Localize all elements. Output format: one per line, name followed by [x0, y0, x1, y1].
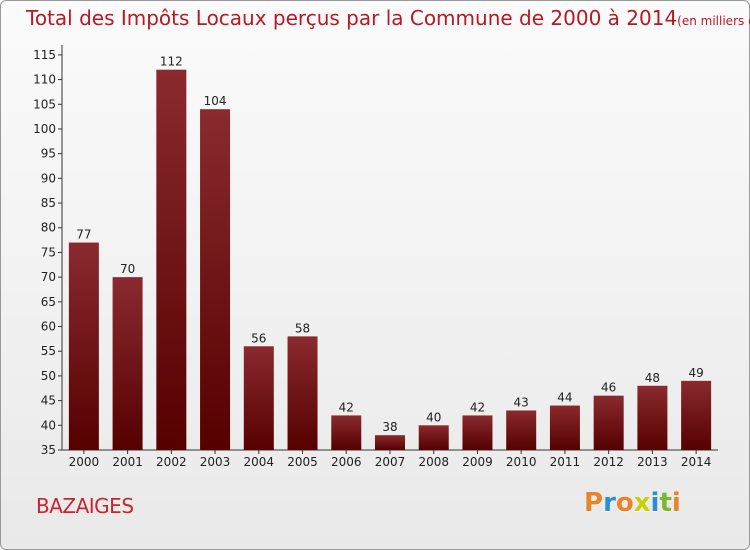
x-tick-label: 2012 — [593, 455, 624, 469]
y-tick-label: 115 — [33, 48, 56, 62]
y-tick-label: 45 — [41, 394, 56, 408]
logo-letter: i — [650, 488, 660, 518]
data-label-2009: 42 — [470, 400, 485, 414]
x-tick-label: 2003 — [200, 455, 231, 469]
y-tick-label: 70 — [41, 270, 56, 284]
data-label-2008: 40 — [426, 410, 441, 424]
data-label-2004: 56 — [251, 331, 266, 345]
bar-2004 — [243, 346, 274, 450]
y-tick-label: 85 — [41, 196, 56, 210]
x-tick-label: 2006 — [331, 455, 362, 469]
bar-2006 — [331, 415, 362, 450]
data-label-2001: 70 — [120, 262, 135, 276]
logo-letter: i — [671, 488, 681, 518]
bar-2008 — [418, 425, 449, 450]
x-axis: 2000 2001 2002 2003 2004 2005 2006 2007 2008 2009… — [62, 449, 718, 469]
data-label-2005: 58 — [295, 321, 310, 335]
commune-name: BAZAIGES — [36, 494, 134, 518]
bar-2007 — [375, 435, 405, 450]
x-tick-label: 2000 — [69, 455, 100, 469]
data-label-2006: 42 — [339, 400, 354, 414]
x-tick-label: 2002 — [156, 455, 187, 469]
y-tick-label: 75 — [41, 245, 56, 259]
bar-2001 — [112, 277, 143, 450]
y-tick-label: 40 — [41, 418, 56, 432]
logo-letter: P — [584, 488, 604, 518]
y-tick-label: 60 — [41, 320, 56, 334]
logo-letter: x — [633, 488, 651, 518]
x-tick-label: 2013 — [637, 455, 668, 469]
data-label-2012: 46 — [601, 381, 616, 395]
bar-2014 — [681, 380, 712, 450]
bar-2012 — [593, 395, 624, 450]
bar-2003 — [200, 109, 231, 451]
data-labels: 77 70 112 104 56 58 42 38 40 42 43 44 46 48 49 — [76, 55, 704, 434]
x-tick-label: 2010 — [506, 455, 537, 469]
chart-unit-note: (en milliers d'€) — [677, 14, 750, 28]
data-label-2007: 38 — [382, 420, 397, 434]
data-label-2000: 77 — [76, 228, 91, 242]
logo-letter: o — [615, 488, 634, 518]
x-tick-label: 2011 — [550, 455, 581, 469]
y-tick-label: 80 — [41, 221, 56, 235]
x-tick-label: 2001 — [112, 455, 143, 469]
x-tick-label: 2008 — [418, 455, 449, 469]
y-tick-label: 50 — [41, 369, 56, 383]
x-tick-label: 2014 — [681, 455, 712, 469]
data-label-2002: 112 — [160, 55, 183, 69]
data-label-2011: 44 — [557, 391, 572, 405]
x-tick-label: 2007 — [375, 455, 406, 469]
data-label-2003: 104 — [204, 94, 227, 108]
data-label-2010: 43 — [514, 395, 529, 409]
data-label-2014: 49 — [688, 366, 703, 380]
bar-2000 — [68, 242, 99, 450]
y-tick-label: 65 — [41, 295, 56, 309]
bar-2002 — [156, 69, 187, 450]
y-tick-label: 110 — [33, 73, 56, 87]
bar-2013 — [637, 385, 668, 450]
chart-title: Total des Impôts Locaux perçus par la Co… — [26, 6, 750, 30]
bar-2005 — [287, 336, 318, 450]
y-tick-label: 35 — [41, 443, 56, 457]
y-tick-label: 95 — [41, 147, 56, 161]
y-tick-label: 90 — [41, 171, 56, 185]
bar-2010 — [506, 410, 537, 450]
bar-2009 — [462, 415, 493, 450]
y-tick-label: 55 — [41, 344, 56, 358]
proxiti-logo: Proxiti — [584, 488, 681, 518]
bar-2011 — [549, 405, 580, 450]
bars — [68, 69, 712, 451]
logo-letter: t — [659, 488, 672, 518]
x-tick-label: 2005 — [287, 455, 318, 469]
logo-letter: r — [603, 488, 616, 518]
y-tick-label: 100 — [33, 122, 56, 136]
x-tick-label: 2009 — [462, 455, 493, 469]
data-label-2013: 48 — [645, 371, 660, 385]
x-tick-label: 2004 — [244, 455, 275, 469]
y-axis: 35 40 45 50 55 60 65 70 75 80 85 90 95 100 105 110 115 — [33, 45, 63, 457]
y-tick-label: 105 — [33, 97, 56, 111]
chart-title-main: Total des Impôts Locaux perçus par la Co… — [26, 6, 678, 30]
